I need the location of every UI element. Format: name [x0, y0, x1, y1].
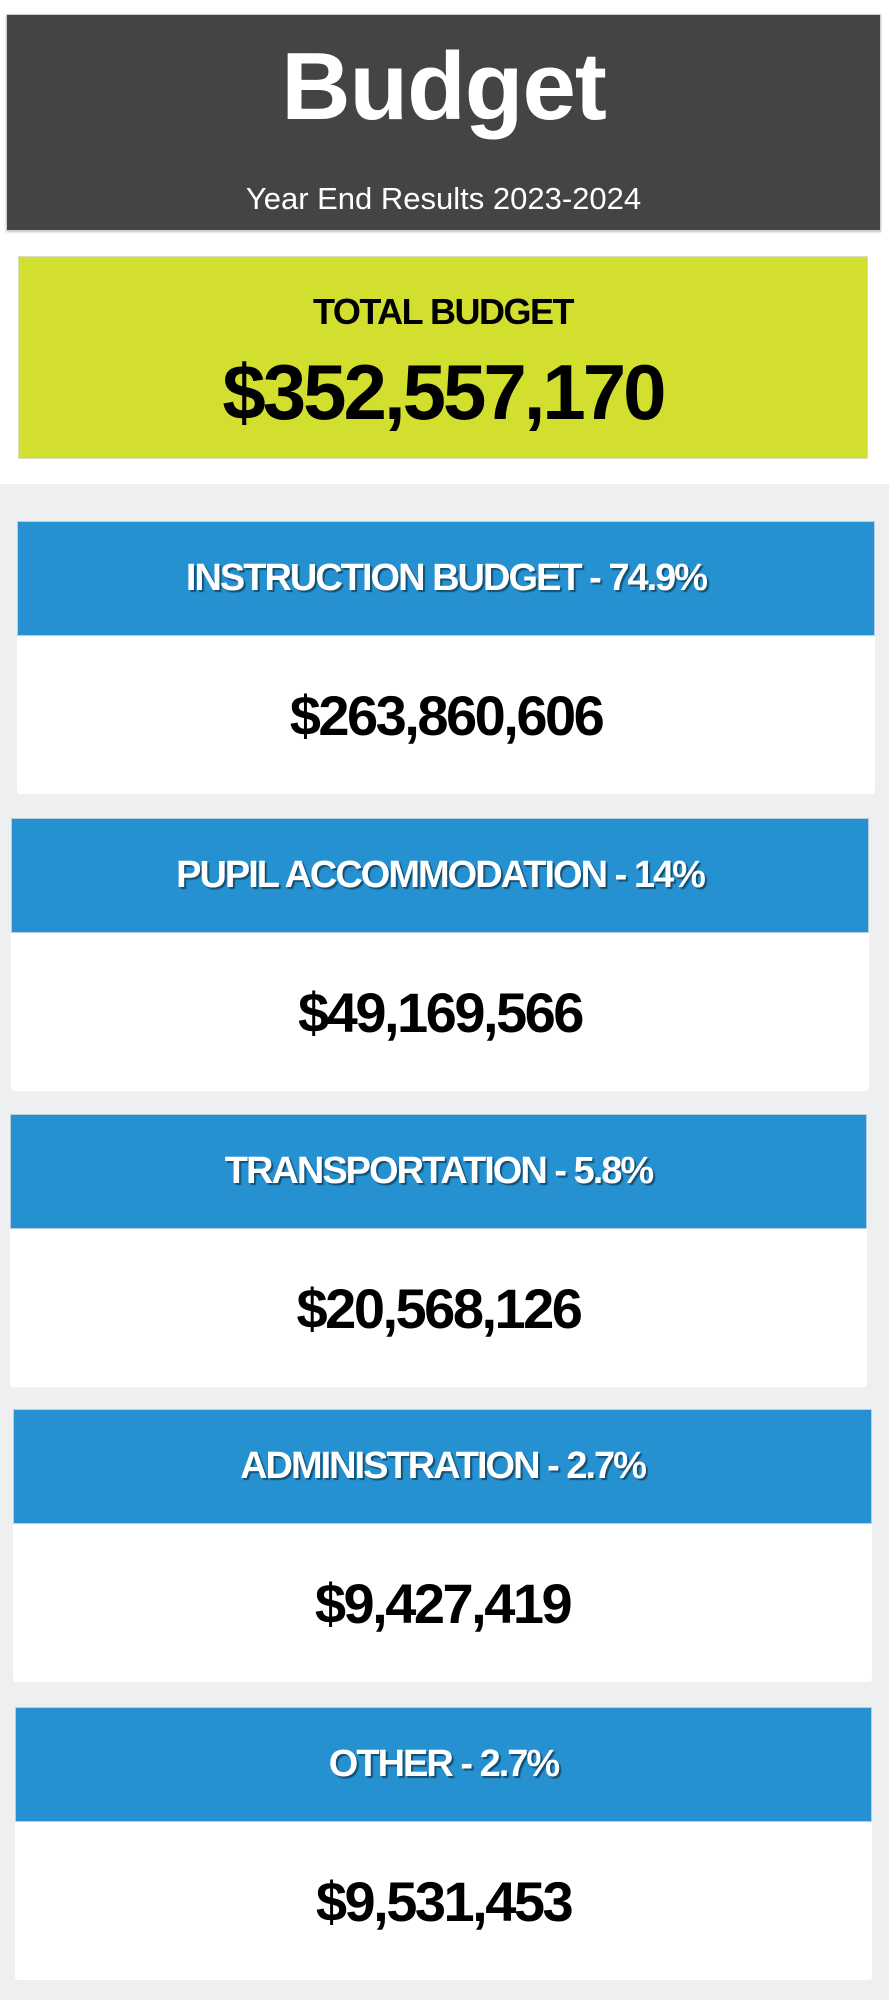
category-amount: $49,169,566: [11, 933, 869, 1091]
category-amount: $9,531,453: [15, 1822, 872, 1980]
category-card-pupil-accommodation: PUPIL ACCOMMODATION - 14% $49,169,566: [11, 818, 869, 1091]
page-header: Budget Year End Results 2023-2024: [6, 14, 881, 231]
category-header: ADMINISTRATION - 2.7%: [13, 1409, 872, 1524]
total-budget-label: TOTAL BUDGET: [313, 291, 575, 332]
category-header: TRANSPORTATION - 5.8%: [10, 1114, 867, 1229]
category-header: OTHER - 2.7%: [15, 1707, 872, 1822]
category-card-transportation: TRANSPORTATION - 5.8% $20,568,126: [10, 1114, 867, 1387]
category-amount: $20,568,126: [10, 1229, 867, 1387]
category-header: INSTRUCTION BUDGET - 74.9%: [17, 521, 875, 636]
page-title: Budget: [281, 33, 607, 140]
total-budget-panel: TOTAL BUDGET $352,557,170: [18, 256, 868, 459]
category-card-administration: ADMINISTRATION - 2.7% $9,427,419: [13, 1409, 872, 1682]
total-budget-value: $352,557,170: [222, 348, 666, 436]
category-card-instruction: INSTRUCTION BUDGET - 74.9% $263,860,606: [17, 521, 875, 794]
page-subtitle: Year End Results 2023-2024: [245, 181, 642, 216]
category-card-other: OTHER - 2.7% $9,531,453: [15, 1707, 872, 1980]
category-amount: $263,860,606: [17, 636, 875, 794]
category-amount: $9,427,419: [13, 1524, 872, 1682]
category-header: PUPIL ACCOMMODATION - 14%: [11, 818, 869, 933]
